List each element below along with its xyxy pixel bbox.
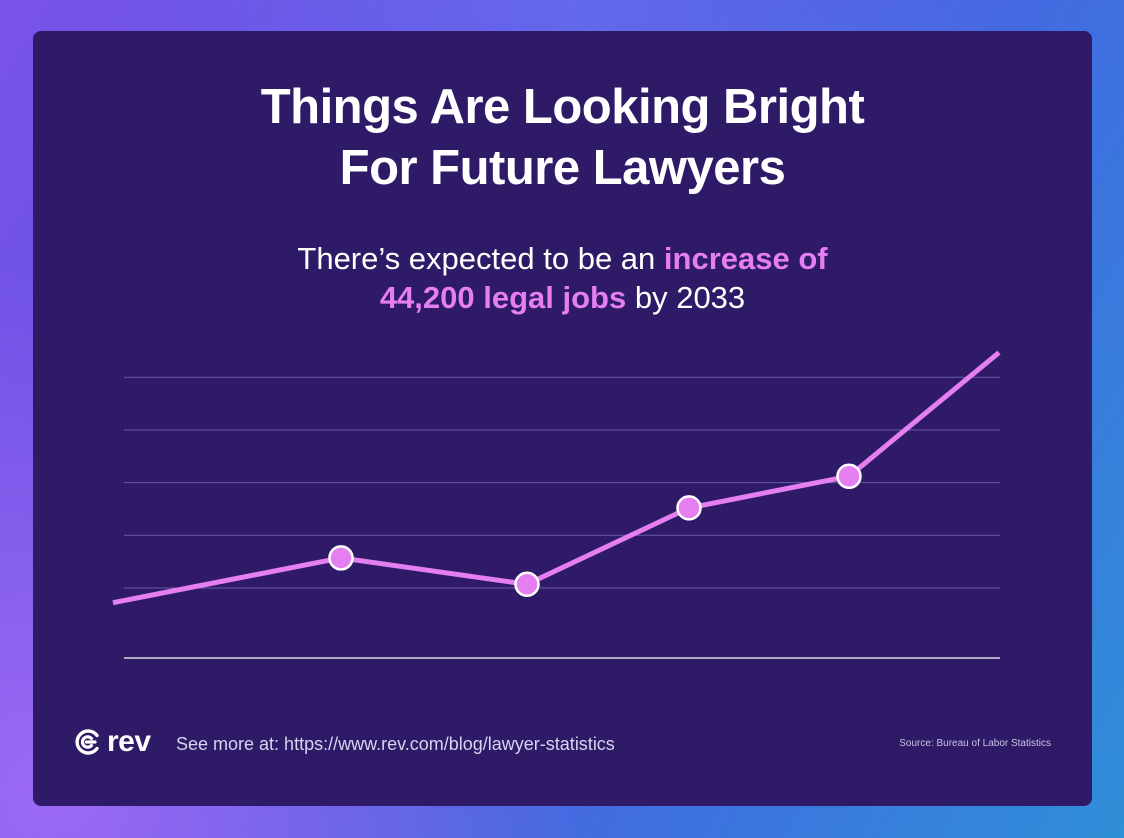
subtitle-highlight-1: increase of — [663, 241, 828, 276]
source-note: Source: Bureau of Labor Statistics — [899, 738, 1051, 749]
line-chart — [112, 350, 1001, 659]
title-line-2: For Future Lawyers — [339, 141, 786, 195]
subtitle: There’s expected to be an increase of 44… — [33, 239, 1092, 317]
data-point-2 — [328, 545, 354, 571]
subtitle-pre: There’s expected to be an — [297, 241, 664, 276]
title-line-1: Things Are Looking Bright — [260, 80, 865, 134]
subtitle-post: by 2033 — [626, 280, 746, 315]
page-title: Things Are Looking Bright For Future Law… — [33, 77, 1092, 199]
data-point-5 — [836, 463, 862, 490]
subtitle-highlight-2: 44,200 legal jobs — [379, 280, 627, 315]
rev-logo-icon — [75, 729, 99, 755]
subtitle-line-2: 44,200 legal jobs by 2033 — [33, 278, 1092, 317]
data-point-3 — [514, 571, 540, 598]
series-line — [112, 350, 1001, 606]
subtitle-line-1: There’s expected to be an increase of — [33, 239, 1092, 278]
rev-logo[interactable]: rev — [73, 727, 151, 757]
rev-logo-text: rev — [107, 725, 151, 758]
see-more-link[interactable]: See more at: https://www.rev.com/blog/la… — [176, 734, 615, 754]
data-point-4 — [676, 495, 702, 521]
infographic-card: Things Are Looking Bright For Future Law… — [33, 31, 1092, 806]
